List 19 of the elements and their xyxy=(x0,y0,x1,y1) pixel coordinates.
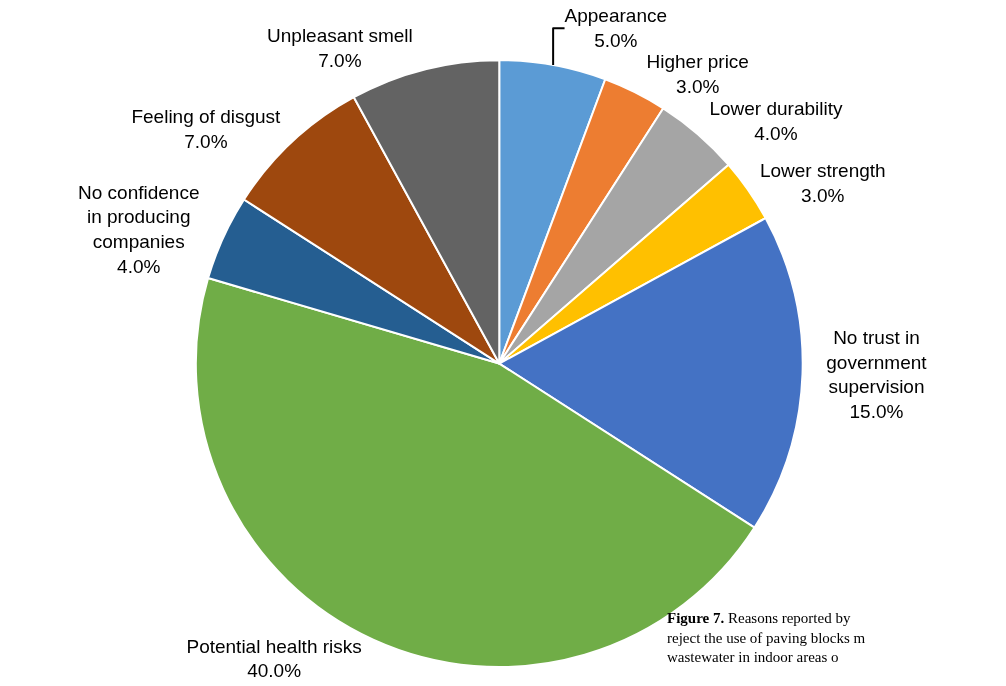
slice-label: Higher price xyxy=(646,51,749,73)
slice-label: Appearance xyxy=(564,5,668,27)
data-label: 4.0% xyxy=(117,255,161,277)
data-label: 15.0% xyxy=(849,401,904,423)
data-label: 3.0% xyxy=(676,75,720,97)
data-label: 40.0% xyxy=(247,660,302,682)
data-label: 7.0% xyxy=(318,49,362,71)
data-label: 3.0% xyxy=(801,184,845,206)
slice-label: Lower strength xyxy=(759,160,886,182)
slice-label: Lower durability xyxy=(709,98,843,120)
slice-label: Unpleasant smell xyxy=(267,25,413,47)
data-label: 5.0% xyxy=(594,30,638,52)
data-label: 7.0% xyxy=(184,131,228,153)
slice-label: Potential health risks xyxy=(186,635,362,657)
data-label: 4.0% xyxy=(754,123,798,145)
slice-label: No trust in government supervision xyxy=(826,326,928,398)
caption: Figure 7. Reasons reported by reject the use of paving blocks m wastewater in indoor areas o xyxy=(667,610,866,665)
slice-label: Feeling of disgust xyxy=(131,106,282,128)
slice-label: No confidence in producing companies xyxy=(78,181,200,253)
